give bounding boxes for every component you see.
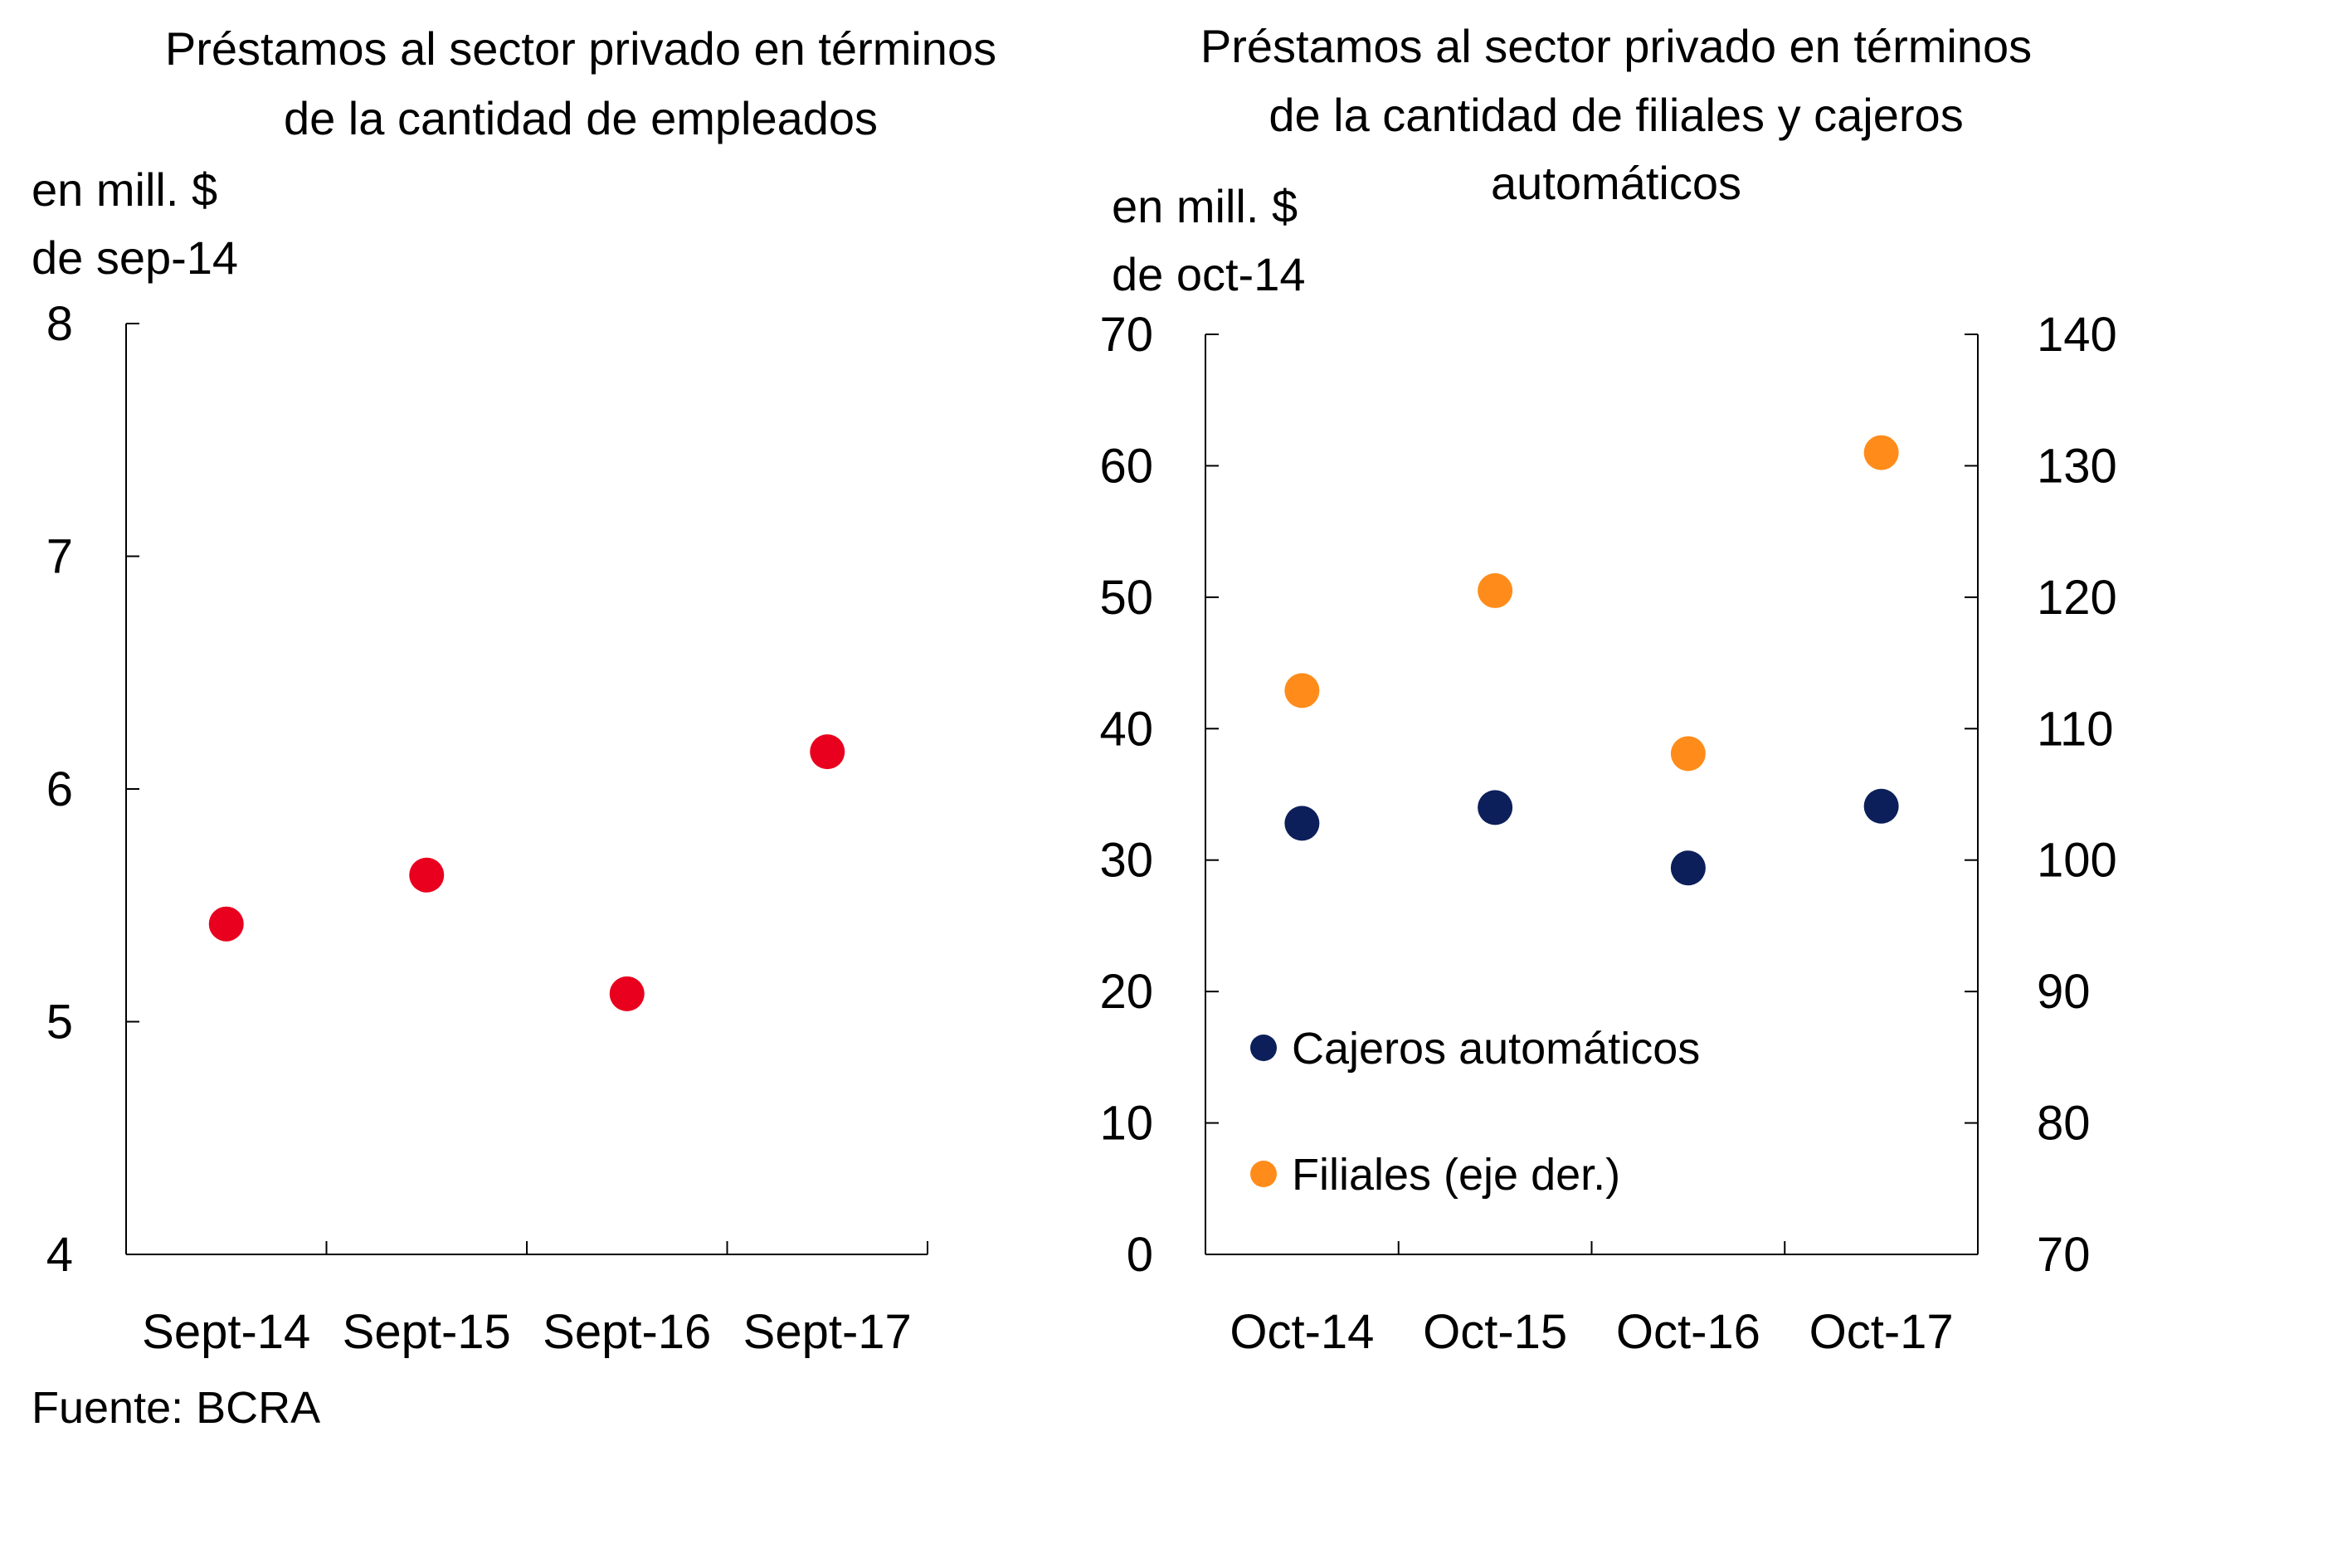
data-point (1284, 806, 1320, 841)
chart-branches-atms: Préstamos al sector privado en términos d… (1099, 20, 2116, 1359)
y-axis-unit-label: de oct-14 (1112, 248, 1306, 300)
data-point (810, 734, 845, 770)
source-note: Fuente: BCRA (32, 1383, 320, 1433)
x-axis-category-label: Sept-15 (343, 1305, 511, 1359)
y-axis-tick-label: 70 (1099, 308, 1153, 362)
x-axis-category-label: Sept-17 (743, 1305, 912, 1359)
data-point (1478, 790, 1513, 825)
y-axis-tick-label: 8 (46, 297, 73, 351)
y2-axis-tick-label: 70 (2037, 1228, 2091, 1282)
y-axis-unit-label: en mill. $ (1112, 180, 1298, 232)
data-point (1670, 736, 1706, 772)
y-axis-tick-label: 60 (1099, 439, 1153, 493)
y2-axis-tick-label: 90 (2037, 965, 2091, 1019)
legend-label: Filiales (eje der.) (1292, 1150, 1620, 1200)
x-axis-category-label: Oct-17 (1809, 1305, 1954, 1359)
y2-axis-tick-label: 140 (2037, 308, 2117, 362)
y-axis-unit-label: de sep-14 (32, 231, 238, 284)
data-point (1670, 850, 1706, 886)
x-axis-category-label: Oct-16 (1616, 1305, 1760, 1359)
y-axis-unit-label: en mill. $ (32, 163, 217, 216)
chart-title-line: de la cantidad de empleados (284, 92, 878, 144)
y-axis-tick-label: 10 (1099, 1097, 1153, 1151)
data-point (1863, 788, 1899, 824)
y2-axis-tick-label: 130 (2037, 439, 2117, 493)
y2-axis-tick-label: 80 (2037, 1097, 2091, 1151)
x-axis-category-label: Oct-14 (1230, 1305, 1374, 1359)
y-axis-tick-label: 20 (1099, 965, 1153, 1019)
data-point (1284, 673, 1320, 709)
legend-marker (1250, 1161, 1277, 1187)
y2-axis-tick-label: 120 (2037, 571, 2117, 625)
chart-title-line: automáticos (1491, 157, 1741, 209)
y-axis-tick-label: 40 (1099, 702, 1153, 756)
y-axis-tick-label: 0 (1127, 1228, 1153, 1282)
chart-title-line: Préstamos al sector privado en términos (1200, 20, 2032, 72)
y-axis-tick-label: 50 (1099, 571, 1153, 625)
y2-axis-tick-label: 110 (2037, 702, 2113, 756)
data-point (208, 906, 244, 942)
legend-marker (1250, 1035, 1277, 1061)
data-point (409, 857, 445, 893)
chart-title-line: de la cantidad de filiales y cajeros (1269, 89, 1963, 141)
data-point (1863, 435, 1899, 470)
x-axis-category-label: Sept-16 (543, 1305, 711, 1359)
y2-axis-tick-label: 100 (2037, 834, 2117, 888)
chart-title-line: Préstamos al sector privado en términos (165, 22, 996, 75)
chart-employees: Préstamos al sector privado en términos d… (32, 22, 996, 1359)
y-axis-tick-label: 4 (46, 1228, 73, 1282)
data-point (609, 976, 645, 1011)
x-axis-category-label: Oct-15 (1423, 1305, 1567, 1359)
x-axis-category-label: Sept-14 (142, 1305, 310, 1359)
legend-label: Cajeros automáticos (1292, 1024, 1700, 1074)
y-axis-tick-label: 30 (1099, 834, 1153, 888)
y-axis-tick-label: 6 (46, 762, 73, 816)
y-axis-tick-label: 5 (46, 996, 73, 1049)
data-point (1478, 572, 1513, 608)
y-axis-tick-label: 7 (46, 530, 73, 584)
